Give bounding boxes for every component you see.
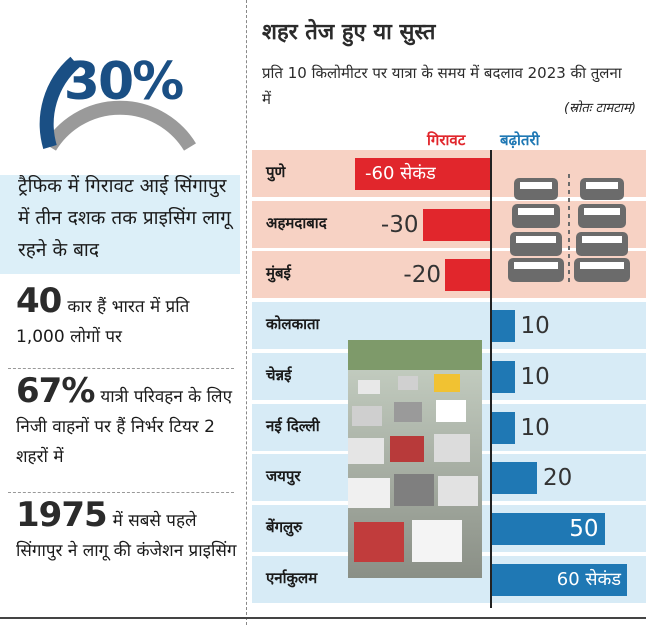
chart-source: (स्रोतः टामटाम) bbox=[564, 101, 636, 116]
bar bbox=[492, 360, 515, 393]
bar-value-label: 20 bbox=[543, 465, 573, 492]
stat-value: 1975 bbox=[16, 495, 108, 535]
bar bbox=[492, 563, 627, 596]
headline-text: ट्रैफिक में गिरावट आई सिंगापुर में तीन द… bbox=[18, 175, 231, 261]
chart-row: पुणे -60 सेकंड bbox=[252, 150, 646, 197]
chart-panel: शहर तेज हुए या सुस्त प्रति 10 किलोमीटर प… bbox=[252, 0, 646, 625]
bar-value-label: 10 bbox=[520, 414, 550, 441]
bar bbox=[492, 310, 515, 343]
row-label: चेन्नई bbox=[266, 365, 292, 384]
bar-value-label: 50 bbox=[569, 515, 599, 542]
legend-decrease: गिरावट bbox=[427, 131, 466, 149]
stat-singapore-1975: 1975 में सबसे पहले सिंगापुर ने लागू की कं… bbox=[16, 498, 238, 566]
bar bbox=[492, 462, 537, 495]
left-panel: 30% ट्रैफिक में गिरावट आई सिंगापुर में त… bbox=[0, 0, 240, 625]
bar-value-label: 60 सेकंड bbox=[556, 568, 621, 590]
bar bbox=[422, 208, 490, 241]
gauge-arc bbox=[39, 56, 196, 151]
chart-subtitle: प्रति 10 किलोमीटर पर यात्रा के समय में ब… bbox=[262, 64, 622, 108]
stat-text: यात्री परिवहन के लिए निजी वाहनों पर हैं … bbox=[16, 387, 232, 467]
legend-increase: बढ़ोतरी bbox=[500, 131, 540, 149]
divider bbox=[8, 492, 234, 493]
traffic-photo bbox=[348, 340, 482, 578]
stat-text: कार हैं भारत में प्रति 1,000 लोगों पर bbox=[16, 297, 190, 347]
bar-value-label: 10 bbox=[520, 313, 550, 340]
row-label: नई दिल्ली bbox=[266, 416, 320, 435]
row-label: पुणे bbox=[266, 163, 286, 181]
cars-icon bbox=[508, 174, 630, 282]
headline-percent: 30% bbox=[63, 52, 184, 112]
bar bbox=[445, 259, 490, 292]
column-separator bbox=[246, 0, 247, 625]
row-label: बेंगलुरु bbox=[266, 517, 303, 536]
bar-value-label: -60 सेकंड bbox=[365, 163, 436, 184]
stat-text: में सबसे पहले सिंगापुर ने लागू की कंजेशन… bbox=[16, 511, 237, 561]
bar bbox=[492, 512, 605, 545]
row-label: एर्नाकुलम bbox=[266, 568, 318, 587]
zero-axis bbox=[490, 150, 492, 608]
row-label: अहमदाबाद bbox=[266, 213, 327, 232]
stat-value: 40 bbox=[16, 281, 62, 321]
headline-block: 30% ट्रैफिक में गिरावट आई सिंगापुर में त… bbox=[0, 0, 240, 274]
bar-value-label: 10 bbox=[520, 363, 550, 390]
row-label: कोलकाता bbox=[266, 315, 320, 334]
divider bbox=[8, 368, 234, 369]
bar bbox=[355, 158, 490, 190]
stat-private-vehicles: 67% यात्री परिवहन के लिए निजी वाहनों पर ह… bbox=[16, 374, 238, 472]
stat-cars-per-1000: 40 कार हैं भारत में प्रति 1,000 लोगों पर bbox=[16, 284, 238, 352]
chart-title: शहर तेज हुए या सुस्त bbox=[262, 20, 436, 45]
bottom-rule bbox=[0, 617, 646, 619]
row-label: मुंबई bbox=[266, 264, 291, 283]
stat-value: 67% bbox=[16, 371, 95, 411]
row-label: जयपुर bbox=[266, 467, 301, 486]
bar-value-label: -30 bbox=[380, 211, 419, 238]
bar-value-label: -20 bbox=[403, 262, 441, 289]
bar bbox=[492, 411, 515, 444]
